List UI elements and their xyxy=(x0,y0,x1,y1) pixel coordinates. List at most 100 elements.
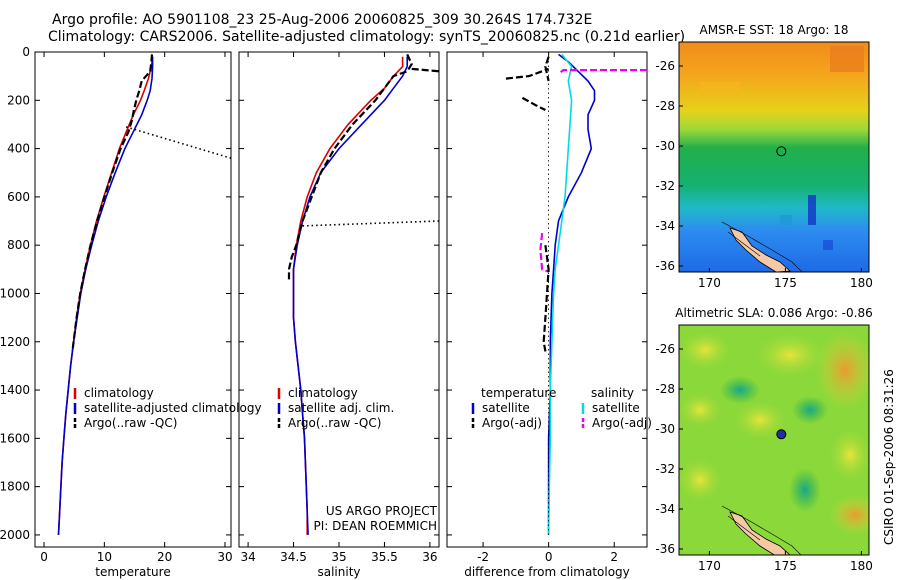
map-y-tick-label: -28 xyxy=(655,99,675,113)
legend-label: climatology xyxy=(288,386,358,400)
legend-label: climatology xyxy=(84,386,154,400)
sst-field xyxy=(679,42,869,272)
series-line-cyan-1 xyxy=(547,53,573,535)
map-y-tick-label: -28 xyxy=(655,382,675,396)
x-tick-label: 34.5 xyxy=(280,550,307,564)
coastline xyxy=(729,227,791,272)
float-position-marker xyxy=(776,146,787,157)
plot-frame xyxy=(446,51,648,548)
series-line-blue-1 xyxy=(292,56,409,535)
y-tick-label: 400 xyxy=(7,142,30,156)
legend: temperaturesatelliteArgo(-adj)salinitysa… xyxy=(471,386,652,430)
map-y-tick-label: -32 xyxy=(655,462,675,476)
map-y-tick-label: -34 xyxy=(655,219,675,233)
map-x-tick-label: 170 xyxy=(698,276,721,290)
legend-label: Argo(..raw -QC) xyxy=(84,416,177,430)
series-line-black-2 xyxy=(287,53,413,282)
temperature-panel: 0 10 20 30 0 200 400 600 800 1000 1200 1400 1600 1800… xyxy=(0,45,262,579)
y-tick-label: 200 xyxy=(7,93,30,107)
x-tick-label: 10 xyxy=(97,550,112,564)
map-x-tick-label: 180 xyxy=(850,276,873,290)
map-y-tick-label: -34 xyxy=(655,502,675,516)
coastline xyxy=(729,511,791,555)
y-tick-label: 2000 xyxy=(0,528,30,542)
series-line-black-3 xyxy=(411,67,439,73)
project-annotation: US ARGO PROJECT xyxy=(326,504,438,518)
map-frame xyxy=(678,324,870,556)
x-tick-label: 36 xyxy=(422,550,437,564)
map-x-tick-label: 175 xyxy=(774,276,797,290)
legend-label: satellite adj. clim. xyxy=(288,401,394,415)
sst-map-panel xyxy=(679,42,869,272)
figure-title-line-2: Climatology: CARS2006. Satellite-adjuste… xyxy=(48,29,686,45)
x-tick-label: -2 xyxy=(477,550,489,564)
plot-frame xyxy=(34,51,232,548)
map-y-tick-label: -30 xyxy=(655,422,675,436)
map-x-tick-label: 170 xyxy=(698,559,721,573)
series-group xyxy=(287,53,439,535)
x-tick-label: 35.5 xyxy=(371,550,398,564)
sla-map-panel xyxy=(679,325,869,555)
series-line-black-3 xyxy=(125,126,231,159)
series-line-black-5 xyxy=(521,96,546,111)
x-axis-label: temperature xyxy=(95,565,170,579)
legend-label: satellite xyxy=(592,401,640,415)
y-tick-label: 800 xyxy=(7,238,30,252)
map-x-tick-label: 180 xyxy=(850,559,873,573)
x-tick-label: 2 xyxy=(610,550,618,564)
map-x-tick-label: 175 xyxy=(774,559,797,573)
map-y-tick-label: -32 xyxy=(655,179,675,193)
series-line-black-6 xyxy=(544,56,550,82)
series-line-red-0 xyxy=(292,56,404,535)
project-annotation: PI: DEAN ROEMMICH xyxy=(314,519,437,533)
series-line-magenta-2 xyxy=(557,68,647,75)
x-tick-label: 30 xyxy=(217,550,232,564)
map-y-tick-label: -26 xyxy=(655,59,675,73)
series-line-black-4 xyxy=(505,67,549,80)
y-tick-label: 1800 xyxy=(0,480,30,494)
series-line-black-2 xyxy=(71,54,154,352)
map-y-tick-label: -30 xyxy=(655,139,675,153)
series-line-black-7 xyxy=(542,245,550,352)
legend-label: Argo(-adj) xyxy=(482,416,542,430)
x-tick-label: 34 xyxy=(240,550,255,564)
y-tick-label: 0 xyxy=(22,45,30,59)
series-line-blue-1 xyxy=(57,56,154,535)
series-group xyxy=(57,54,231,535)
series-line-blue-0 xyxy=(547,53,596,535)
legend-label: satellite-adjusted climatology xyxy=(84,401,262,415)
map-y-tick-label: -36 xyxy=(655,259,675,273)
legend-label: Argo(-adj) xyxy=(592,416,652,430)
x-axis-label: difference from climatology xyxy=(464,565,630,579)
legend-group-title: temperature xyxy=(481,386,556,400)
x-tick-label: 20 xyxy=(157,550,172,564)
y-tick-label: 1200 xyxy=(0,335,30,349)
salinity-panel: 34 34.5 35 35.5 36 salinity climatologysatelli… xyxy=(238,51,440,579)
x-axis-label: salinity xyxy=(317,565,360,579)
legend-label: Argo(..raw -QC) xyxy=(288,416,381,430)
x-tick-label: 35 xyxy=(331,550,346,564)
legend-group-title: salinity xyxy=(591,386,634,400)
y-tick-label: 1400 xyxy=(0,383,30,397)
map-axes: AMSR-E SST: 18 Argo: 18 170 175 180 -26 -28 -3… xyxy=(655,23,872,573)
y-tick-label: 600 xyxy=(7,190,30,204)
x-tick-label: 0 xyxy=(545,550,553,564)
y-tick-label: 1000 xyxy=(0,286,30,300)
series-line-red-0 xyxy=(57,56,154,535)
map-frame xyxy=(678,41,870,273)
map-y-tick-label: -26 xyxy=(655,342,675,356)
figure-title-line-1: Argo profile: AO 5901108_23 25-Aug-2006 … xyxy=(52,12,593,28)
y-tick-label: 1600 xyxy=(0,431,30,445)
float-position-marker xyxy=(776,429,787,440)
series-group xyxy=(505,52,647,535)
series-line-black-4 xyxy=(302,220,439,227)
map-title: Altimetric SLA: 0.086 Argo: -0.86 xyxy=(675,306,872,320)
legend-label: satellite xyxy=(482,401,530,415)
x-tick-label: 0 xyxy=(40,550,48,564)
map-title: AMSR-E SST: 18 Argo: 18 xyxy=(700,23,849,37)
side-timestamp-label: CSIRO 01-Sep-2006 08:31:26 xyxy=(882,369,896,545)
series-line-magenta-3 xyxy=(539,232,549,273)
